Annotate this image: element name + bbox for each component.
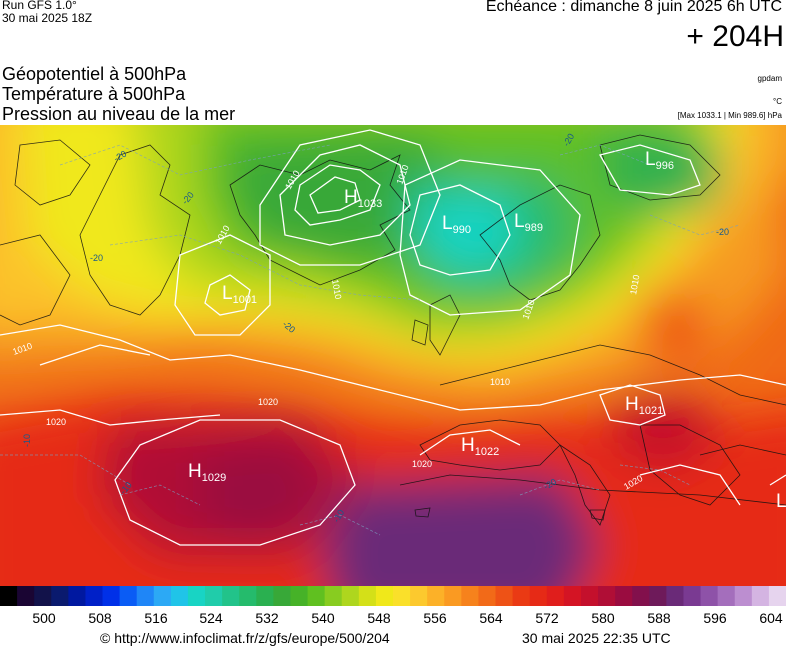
colorbar-cell xyxy=(375,586,394,606)
colorbar-cell xyxy=(512,586,531,606)
coastlines xyxy=(0,134,786,526)
colorbar-cell xyxy=(666,586,685,606)
colorbar-cell xyxy=(410,586,428,606)
colorbar-tick-label: 508 xyxy=(88,610,112,626)
temperature-label: -10 xyxy=(22,434,32,447)
temperature-contours xyxy=(0,144,741,536)
colorbar-cell xyxy=(580,586,599,606)
colorbar-cell xyxy=(649,586,667,606)
colorbar-tick-label: 580 xyxy=(591,610,615,626)
isobar-label: 1020 xyxy=(46,417,66,427)
colorbar-cell xyxy=(717,586,736,606)
isobars xyxy=(0,129,786,546)
colorbar-cell xyxy=(700,586,719,606)
forecast-lead-time: + 204H xyxy=(686,20,784,53)
colorbar-cell xyxy=(222,586,240,606)
colorbar-tick-label: 540 xyxy=(311,610,335,626)
colorbar-cell xyxy=(768,586,786,606)
pressure-center-high: H1021 xyxy=(625,394,663,417)
isobar-label: 1020 xyxy=(412,459,432,469)
colorbar-tick-label: 524 xyxy=(199,610,223,626)
temperature-label: -20 xyxy=(716,227,729,237)
colorbar-cell xyxy=(34,586,52,606)
colorbar-tick-label: 564 xyxy=(479,610,503,626)
colorbar-tick-label: 548 xyxy=(367,610,391,626)
colorbar-cell xyxy=(307,586,326,606)
colorbar-cell xyxy=(632,586,650,606)
colorbar-cell xyxy=(683,586,702,606)
colorbar-cell xyxy=(598,586,616,606)
colorbar-tick-label: 604 xyxy=(759,610,783,626)
colorbar-tick-label: 500 xyxy=(32,610,56,626)
param-pressure: Pression au niveau de la mer xyxy=(2,104,236,124)
colorbar-cell xyxy=(239,586,257,606)
isobar-label: 1010 xyxy=(490,377,510,387)
pressure-center-low: L996 xyxy=(645,149,674,172)
colorbar-cell xyxy=(393,586,411,606)
colorbar-cell xyxy=(529,586,548,606)
generated-timestamp: 30 mai 2025 22:35 UTC xyxy=(522,630,671,646)
geopotential-field xyxy=(0,125,786,586)
model-run-label: Run GFS 1.0° xyxy=(2,0,77,12)
colorbar-cell xyxy=(358,586,377,606)
colorbar-cell xyxy=(341,586,360,606)
colorbar-cell xyxy=(546,586,565,606)
isobar-label: 1020 xyxy=(258,397,278,407)
colorbar-cell xyxy=(205,586,223,606)
colorbar-cell xyxy=(51,586,69,606)
pressure-center-low: L990 xyxy=(442,213,471,236)
pressure-center-high: H1029 xyxy=(188,461,226,484)
colorbar-cell xyxy=(68,586,87,606)
pressure-center-low: L xyxy=(776,491,786,512)
pressure-center-low: L1001 xyxy=(222,283,257,306)
unit-geopotential: gpdam xyxy=(757,74,782,83)
colorbar-cell xyxy=(751,586,770,606)
colorbar-cell xyxy=(0,586,18,606)
colorbar-cell xyxy=(85,586,104,606)
isobar-label: 1010 xyxy=(628,274,641,295)
colorbar-cell xyxy=(187,586,206,606)
colorbar-tick-label: 516 xyxy=(144,610,168,626)
colorbar-cell xyxy=(478,586,497,606)
colorbar-cell xyxy=(427,586,445,606)
isobar-label: 1010 xyxy=(330,279,343,300)
colorbar-cell xyxy=(444,586,462,606)
colorbar-cell xyxy=(102,586,121,606)
colorbar-cell xyxy=(119,586,138,606)
weather-map: H1033 L990 L989 L996 L1001 H1029 H1022 H1021 L 1… xyxy=(0,125,786,586)
unit-pressure-range: [Max 1033.1 | Min 989.6] hPa xyxy=(677,111,782,120)
param-geopotential: Géopotentiel à 500hPa xyxy=(2,64,187,84)
colorbar xyxy=(0,586,786,606)
colorbar-tick-label: 556 xyxy=(423,610,447,626)
unit-temperature: °C xyxy=(773,97,782,106)
model-run-date: 30 mai 2025 18Z xyxy=(2,11,93,25)
colorbar-cell xyxy=(136,586,155,606)
param-temperature: Température à 500hPa xyxy=(2,84,186,104)
colorbar-cell xyxy=(170,586,189,606)
colorbar-tick-label: 532 xyxy=(255,610,279,626)
pressure-center-high: H1033 xyxy=(344,187,382,210)
colorbar-tick-label: 596 xyxy=(703,610,727,626)
colorbar-cell xyxy=(615,586,633,606)
colorbar-cell xyxy=(495,586,514,606)
colorbar-cell xyxy=(256,586,274,606)
temperature-label: -20 xyxy=(90,253,103,263)
colorbar-tick-label: 588 xyxy=(647,610,671,626)
colorbar-cell xyxy=(324,586,343,606)
pressure-center-low: L989 xyxy=(514,211,543,234)
colorbar-cell xyxy=(461,586,480,606)
pressure-centers: H1033 L990 L989 L996 L1001 H1029 H1022 H1021 L xyxy=(188,149,786,512)
credit-url[interactable]: © http://www.infoclimat.fr/z/gfs/europe/… xyxy=(100,630,390,646)
colorbar-cell xyxy=(153,586,172,606)
colorbar-cell xyxy=(17,586,35,606)
colorbar-cell xyxy=(563,586,582,606)
colorbar-cell xyxy=(273,586,292,606)
colorbar-cell xyxy=(734,586,753,606)
forecast-valid-time: Echéance : dimanche 8 juin 2025 6h UTC xyxy=(485,0,782,15)
pressure-center-high: H1022 xyxy=(461,435,499,458)
colorbar-tick-label: 572 xyxy=(535,610,559,626)
colorbar-cell xyxy=(290,586,309,606)
